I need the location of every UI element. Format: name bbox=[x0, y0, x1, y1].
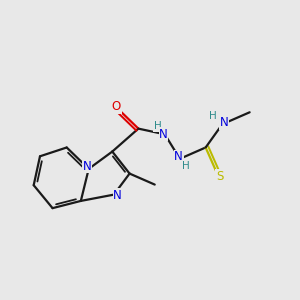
Text: N: N bbox=[159, 128, 168, 141]
Text: S: S bbox=[216, 170, 223, 183]
Text: N: N bbox=[113, 189, 122, 202]
Text: H: H bbox=[182, 161, 190, 171]
Text: H: H bbox=[209, 111, 217, 122]
Text: N: N bbox=[174, 150, 183, 164]
Text: H: H bbox=[154, 122, 162, 131]
Text: N: N bbox=[220, 116, 229, 130]
Text: N: N bbox=[83, 160, 92, 173]
Text: O: O bbox=[112, 100, 121, 113]
